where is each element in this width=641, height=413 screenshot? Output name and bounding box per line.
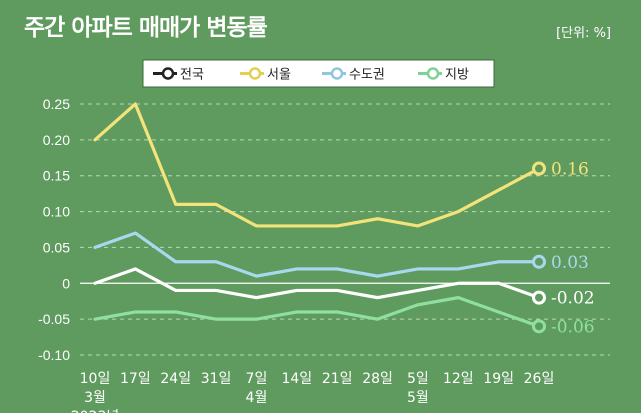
legend-label: 서울 [267, 68, 291, 83]
end-value-label: -0.06 [551, 317, 595, 337]
x-tick-label: 26일 [524, 371, 555, 387]
y-tick-label: 0.10 [43, 204, 70, 220]
chart-title: 주간 아파트 매매가 변동률 [24, 15, 268, 41]
end-value-label: 0.16 [551, 160, 589, 180]
x-tick-label: 19일 [483, 371, 514, 387]
legend-swatch-marker [248, 67, 262, 80]
x-tick-label: 17일 [120, 371, 151, 387]
legend-label: 지방 [445, 68, 469, 83]
x-tick-label: 5월 [407, 390, 429, 406]
x-tick-label: 28일 [362, 371, 393, 387]
x-tick-label: 7일 [246, 371, 268, 387]
x-tick-label: 3월 [84, 390, 106, 406]
x-axis-ticks: 10일 3월 2023년 17일 24일 31일 7일 4월 14일 21일 28일 5일 5월 12일 1… [71, 371, 555, 413]
end-point-marker [532, 161, 546, 176]
series-line-수도권 [93, 231, 541, 278]
y-tick-label: 0.05 [43, 239, 70, 255]
x-tick-label: 2023년 [71, 409, 120, 413]
y-tick-label: -0.05 [38, 311, 70, 327]
y-axis-ticks: 0.25 0.20 0.15 0.10 0.05 0 -0.05 -0.10 [38, 96, 70, 363]
series-line-전국 [93, 267, 541, 300]
y-tick-label: 0 [62, 275, 70, 291]
end-point-marker [532, 254, 546, 269]
series-line-지방 [93, 296, 541, 328]
legend-label: 수도권 [349, 68, 385, 83]
unit-label: [단위: %] [556, 26, 611, 41]
series-lines: -0.06 0.03 0.16 -0.02 [93, 102, 595, 337]
legend: 전국 서울 수도권 지방 [142, 59, 495, 88]
legend-swatch-marker [426, 67, 440, 80]
y-tick-label: 0.15 [43, 168, 70, 184]
series-line-서울 [93, 102, 541, 228]
y-tick-label: -0.10 [38, 347, 70, 363]
x-tick-label: 12일 [443, 371, 474, 387]
x-tick-label: 31일 [201, 371, 232, 387]
end-value-label: -0.02 [551, 289, 595, 309]
x-tick-label: 5일 [407, 371, 429, 387]
x-tick-label: 4월 [246, 390, 268, 406]
end-value-label: 0.03 [551, 253, 589, 273]
end-point-marker [532, 319, 546, 334]
legend-swatch-marker [330, 67, 344, 80]
end-point-marker [532, 290, 546, 305]
grid-lines [80, 103, 610, 356]
x-tick-label: 21일 [322, 371, 353, 387]
x-tick-label: 10일 [80, 371, 111, 387]
legend-swatch-marker [161, 67, 175, 80]
y-tick-label: 0.20 [43, 132, 70, 148]
legend-label: 전국 [180, 68, 204, 83]
x-tick-label: 14일 [281, 371, 312, 387]
x-tick-label: 24일 [160, 371, 191, 387]
y-tick-label: 0.25 [43, 96, 70, 112]
